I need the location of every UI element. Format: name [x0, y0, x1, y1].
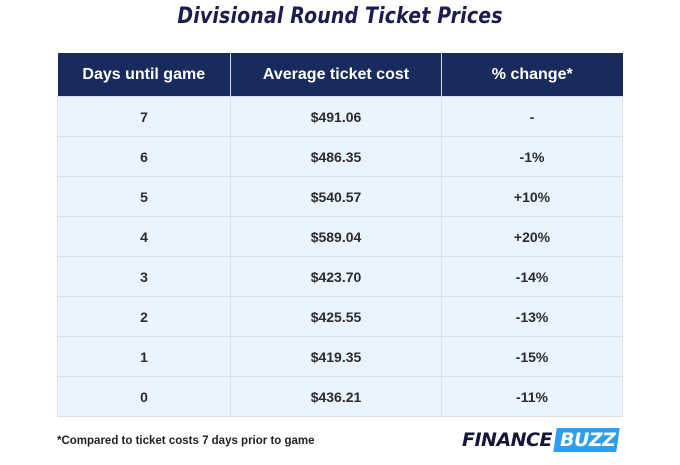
cell-cost: $589.04	[230, 216, 442, 257]
cell-change: -13%	[441, 296, 623, 337]
cell-cost: $419.35	[230, 336, 442, 377]
cell-days: 0	[57, 376, 231, 417]
table-row: 5 $540.57 +10%	[57, 176, 623, 217]
cell-cost: $491.06	[230, 96, 442, 137]
cell-days: 3	[57, 256, 231, 297]
footnote: *Compared to ticket costs 7 days prior t…	[57, 435, 315, 447]
table-row: 2 $425.55 -13%	[57, 296, 623, 337]
cell-change: -11%	[441, 376, 623, 417]
header-days-until-game: Days until game	[57, 53, 231, 97]
table-row: 0 $436.21 -11%	[57, 376, 623, 417]
table-row: 1 $419.35 -15%	[57, 336, 623, 377]
table-row: 3 $423.70 -14%	[57, 256, 623, 297]
financebuzz-logo: FINANCE BUZZ	[462, 428, 621, 452]
logo-finance-text: FINANCE	[462, 429, 552, 451]
table-header-row: Days until game Average ticket cost % ch…	[57, 53, 623, 97]
cell-change: -	[441, 96, 623, 137]
cell-change: -15%	[441, 336, 623, 377]
header-percent-change: % change*	[441, 53, 623, 97]
ticket-prices-table: Days until game Average ticket cost % ch…	[57, 53, 623, 417]
cell-change: -14%	[441, 256, 623, 297]
cell-cost: $423.70	[230, 256, 442, 297]
cell-change: +20%	[441, 216, 623, 257]
header-average-ticket-cost: Average ticket cost	[230, 53, 442, 97]
chart-title: Divisional Round Ticket Prices	[177, 4, 503, 29]
logo-buzz-text: BUZZ	[559, 429, 616, 451]
cell-days: 6	[57, 136, 231, 177]
table-row: 4 $589.04 +20%	[57, 216, 623, 257]
cell-cost: $436.21	[230, 376, 442, 417]
cell-change: +10%	[441, 176, 623, 217]
cell-days: 7	[57, 96, 231, 137]
cell-days: 5	[57, 176, 231, 217]
cell-days: 4	[57, 216, 231, 257]
table-row: 6 $486.35 -1%	[57, 136, 623, 177]
cell-change: -1%	[441, 136, 623, 177]
cell-cost: $486.35	[230, 136, 442, 177]
cell-days: 2	[57, 296, 231, 337]
table-row: 7 $491.06 -	[57, 96, 623, 137]
cell-cost: $425.55	[230, 296, 442, 337]
cell-cost: $540.57	[230, 176, 442, 217]
cell-days: 1	[57, 336, 231, 377]
logo-buzz-badge: BUZZ	[553, 428, 621, 452]
